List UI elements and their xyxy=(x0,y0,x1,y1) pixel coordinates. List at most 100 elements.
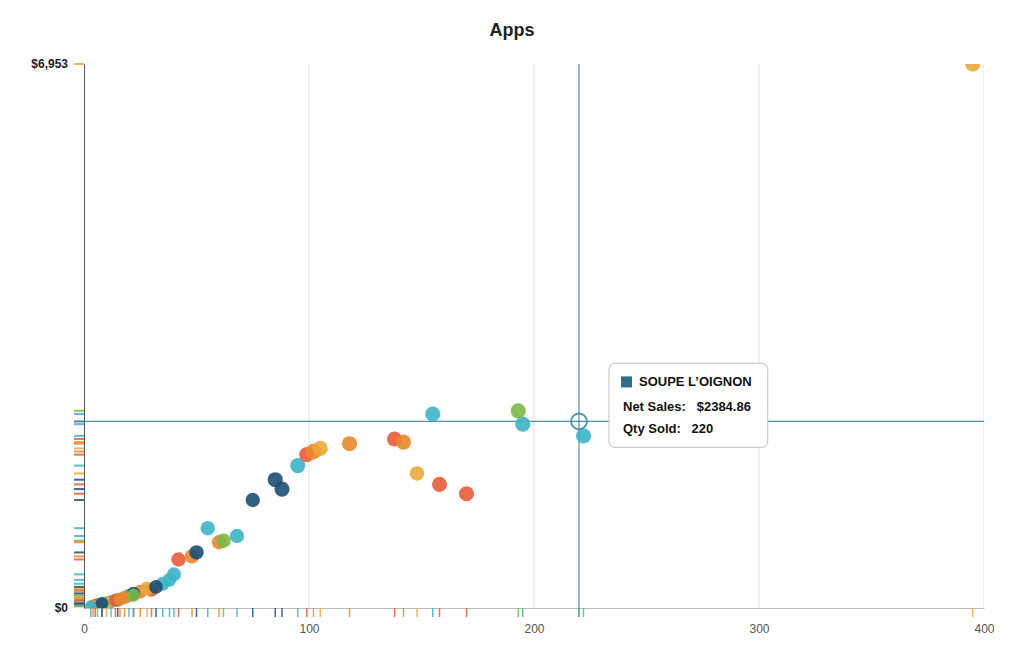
y-rug-mark xyxy=(74,598,84,600)
grid-line xyxy=(759,64,760,608)
x-rug-mark xyxy=(236,608,238,617)
point xyxy=(396,435,411,450)
y-rug-mark xyxy=(74,454,84,456)
y-rug-mark xyxy=(74,483,84,485)
plot-area xyxy=(84,64,984,608)
x-tick-label: 300 xyxy=(749,622,769,636)
x-rug-mark xyxy=(394,608,396,617)
x-tick: 400 xyxy=(974,608,994,636)
grid-line xyxy=(84,64,85,608)
y-rug-mark xyxy=(74,435,84,437)
point xyxy=(230,529,244,543)
crosshair-horizontal xyxy=(84,421,984,422)
x-rug-mark xyxy=(101,608,103,617)
y-tick-label: $6,953 xyxy=(31,57,68,71)
y-rug-mark xyxy=(74,555,84,557)
y-rug-mark xyxy=(74,589,84,591)
x-rug-mark xyxy=(252,608,254,617)
grid-line xyxy=(309,64,310,608)
x-rug-mark xyxy=(162,608,164,617)
x-rug-mark xyxy=(117,608,119,617)
tooltip-line: Net Sales: $2384.86 xyxy=(623,399,751,414)
point xyxy=(201,521,215,535)
x-axis: 0 100 200 300 400 xyxy=(81,608,995,636)
x-rug-mark xyxy=(218,608,220,617)
x-rug-mark xyxy=(972,608,974,617)
y-rug-mark xyxy=(74,599,84,601)
x-rug-mark xyxy=(90,608,92,617)
x-rug-mark xyxy=(151,608,153,617)
grid-line xyxy=(534,64,535,608)
y-tick: $6,953 xyxy=(31,57,84,71)
point xyxy=(246,493,260,507)
y-rug-mark xyxy=(74,438,84,440)
x-rug-mark xyxy=(106,608,108,617)
x-rug-mark xyxy=(403,608,405,617)
point xyxy=(85,600,97,608)
tooltip: SOUPE L’OIGNONNet Sales: $2384.86Qty Sol… xyxy=(609,363,768,447)
y-rug-mark xyxy=(74,413,84,415)
y-rug-mark xyxy=(74,465,84,467)
x-rug-mark xyxy=(146,608,148,617)
tooltip-swatch xyxy=(621,376,632,387)
y-rug-mark xyxy=(74,472,84,474)
point xyxy=(163,573,177,587)
y-rug-mark xyxy=(74,558,84,560)
y-rug-mark xyxy=(74,587,84,589)
x-rug-mark xyxy=(178,608,180,617)
y-rug-mark xyxy=(74,443,84,445)
highlighted-point xyxy=(571,414,587,430)
x-rug-mark xyxy=(133,608,135,617)
y-rug-mark xyxy=(74,601,84,603)
point xyxy=(425,406,440,421)
y-rug-mark xyxy=(74,488,84,490)
point xyxy=(410,466,424,480)
crosshair-vertical xyxy=(578,64,579,608)
x-rug-mark xyxy=(578,608,580,617)
x-rug-mark xyxy=(140,608,142,617)
x-rug-mark xyxy=(124,608,126,617)
x-rug-mark xyxy=(349,608,351,617)
x-tick: 0 xyxy=(81,608,88,636)
y-rug-mark xyxy=(74,63,84,65)
x-rug-mark xyxy=(95,608,97,617)
y-rug-mark xyxy=(74,603,84,605)
point xyxy=(274,482,289,497)
x-tick-label: 200 xyxy=(524,622,544,636)
y-rug-mark xyxy=(74,541,84,543)
title: Apps xyxy=(490,20,535,40)
x-tick-label: 400 xyxy=(974,622,994,636)
y-rug-mark xyxy=(74,605,84,607)
x-rug-mark xyxy=(133,608,135,617)
y-tick-label: $0 xyxy=(55,601,69,615)
y-rug-mark xyxy=(74,594,84,596)
x-rug xyxy=(91,608,973,617)
tooltip-box xyxy=(609,363,768,447)
point xyxy=(313,441,328,456)
x-rug-mark xyxy=(320,608,322,617)
y-rug-mark xyxy=(74,551,84,553)
y-rug-mark xyxy=(74,604,84,606)
point xyxy=(342,436,357,451)
y-rug-mark xyxy=(74,447,84,449)
x-rug-mark xyxy=(119,608,121,617)
point xyxy=(113,593,126,606)
y-rug-mark xyxy=(74,579,84,581)
chart: Apps 0 100 200 300 400 $0 $6,953 SOUPE L’OIGNONN… xyxy=(0,0,1024,658)
y-rug-mark xyxy=(74,593,84,595)
y-rug-mark xyxy=(74,535,84,537)
y-rug-mark xyxy=(74,594,84,596)
x-tick-label: 100 xyxy=(299,622,319,636)
x-tick: 100 xyxy=(299,608,319,636)
x-tick: 300 xyxy=(749,608,769,636)
y-rug-mark xyxy=(74,591,84,593)
x-rug-mark xyxy=(306,608,308,617)
chart-container: Apps 0 100 200 300 400 $0 $6,953 SOUPE L’OIGNONN… xyxy=(0,0,1024,658)
y-rug-mark xyxy=(74,479,84,481)
x-rug-mark xyxy=(110,608,112,617)
y-axis: $0 $6,953 xyxy=(31,57,84,615)
point xyxy=(459,486,474,501)
point xyxy=(515,417,530,432)
point xyxy=(171,552,185,566)
x-rug-mark xyxy=(128,608,130,617)
